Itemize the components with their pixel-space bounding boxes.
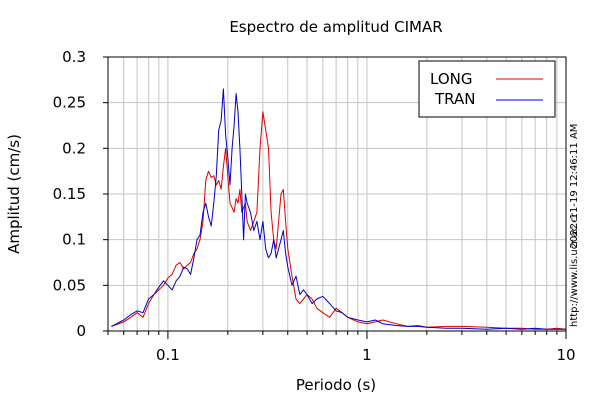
x-tick-label: 1 xyxy=(362,346,372,364)
y-tick-label: 0 xyxy=(76,322,86,340)
y-tick-label: 0.25 xyxy=(53,94,86,112)
series-lines xyxy=(111,88,567,330)
y-tick-label: 0.3 xyxy=(62,48,86,66)
legend-label-tran: TRAN xyxy=(434,90,475,108)
legend-box xyxy=(418,60,556,118)
legend-label-long: LONG xyxy=(430,70,472,88)
url-label: http://www.lis.ucr.ac.cr xyxy=(569,212,580,327)
chart-title: Espectro de amplitud CIMAR xyxy=(229,18,442,36)
series-line-tran xyxy=(111,88,566,330)
x-tick-label: 10 xyxy=(556,346,575,364)
timestamp-label: 2022-11-19 12:46:11 AM xyxy=(569,124,580,249)
x-tick-label: 0.1 xyxy=(156,346,180,364)
grid xyxy=(108,57,566,331)
y-tick-label: 0.2 xyxy=(62,139,86,157)
x-axis-ticks: 0.1 1 10 xyxy=(107,331,576,364)
y-tick-label: 0.05 xyxy=(53,276,86,294)
y-axis-label: Amplitud (cm/s) xyxy=(5,134,23,254)
y-tick-label: 0.15 xyxy=(53,185,86,203)
x-axis-label: Periodo (s) xyxy=(296,376,376,394)
series-line-long xyxy=(111,111,567,330)
y-tick-label: 0.1 xyxy=(62,231,86,249)
y-axis-ticks: 0 0.05 0.1 0.15 0.2 0.25 0.3 xyxy=(53,48,108,340)
legend: LONG TRAN xyxy=(418,60,556,118)
